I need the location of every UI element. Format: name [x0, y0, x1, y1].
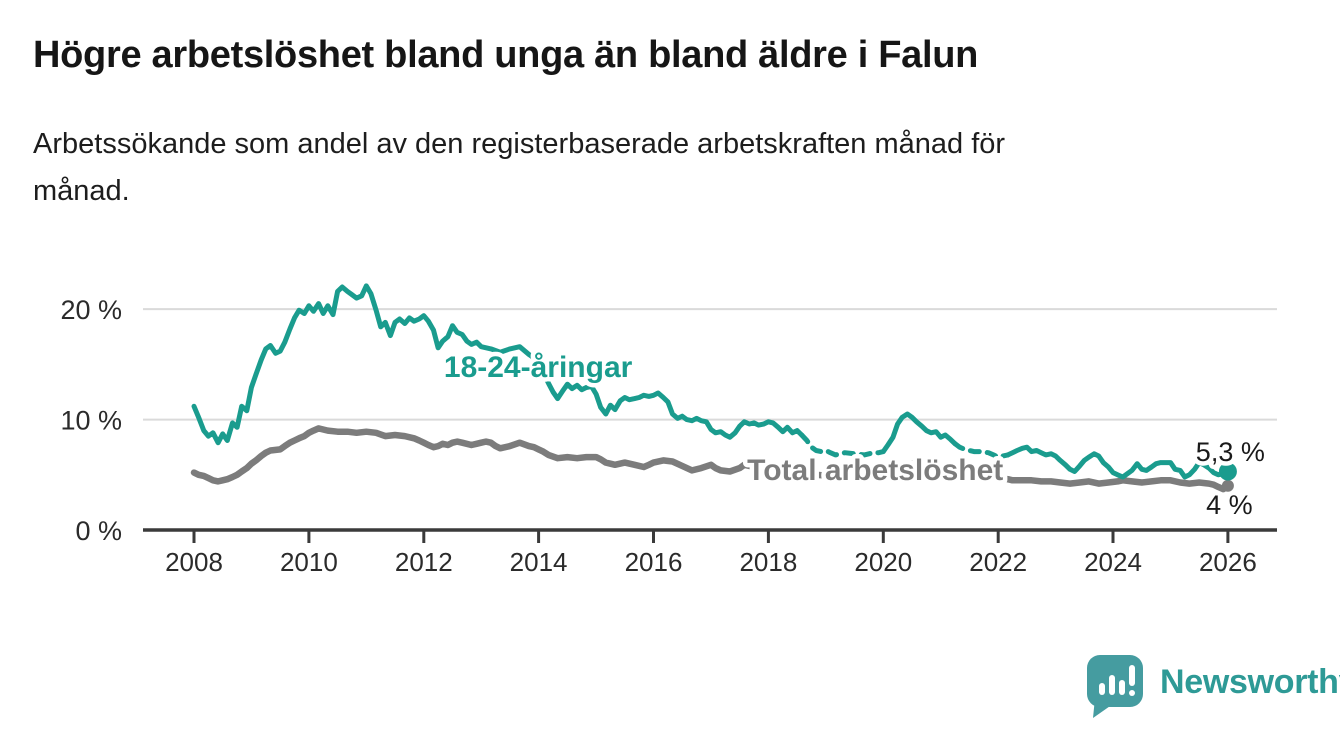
logo-bar-2 — [1109, 675, 1115, 695]
y-axis-tick-label: 0 % — [75, 516, 122, 546]
x-axis-tick-label: 2022 — [969, 547, 1027, 577]
newsworthy-logo-icon — [1087, 655, 1143, 718]
y-axis-tick-label: 10 % — [60, 406, 122, 436]
x-axis-tick-label: 2020 — [854, 547, 912, 577]
y-axis-tick-label: 20 % — [60, 295, 122, 325]
series-line-total-arbetsl-shet — [190, 425, 805, 485]
series-line-total-arbetsl-shet-dashed — [798, 470, 887, 481]
brand-name: Newsworthy — [1160, 663, 1340, 701]
chart-subtitle: Arbetssökande som andel av den registerb… — [33, 128, 1006, 207]
series-line-18-24-ringar-dashed — [952, 441, 1011, 460]
series-line-18-24-ringar — [191, 283, 805, 446]
series-label-youth: 18-24-åringar — [444, 351, 633, 384]
series-line-total-arbetsl-shet-dashed — [951, 469, 1012, 483]
series-end-dot — [1221, 479, 1234, 492]
logo-exclamation-bar — [1129, 665, 1135, 686]
x-axis-tick-label: 2012 — [395, 547, 453, 577]
series-line-18-24-ringar-dashed — [799, 432, 886, 458]
series-line-18-24-ringar — [1005, 444, 1231, 480]
page-title: Högre arbetslöshet bland unga än bland ä… — [33, 34, 979, 76]
end-value-label-youth: 5,3 % — [1196, 437, 1265, 467]
end-value-label-total: 4 % — [1206, 490, 1253, 520]
series-line-total-arbetsl-shet — [1004, 475, 1232, 493]
logo-exclamation-dot — [1129, 690, 1135, 696]
logo-bar-1 — [1099, 683, 1105, 695]
x-axis-tick-label: 2018 — [739, 547, 797, 577]
brand-footer: Newsworthy — [1086, 654, 1340, 722]
x-axis-tick-label: 2026 — [1199, 547, 1257, 577]
logo-bar-3 — [1119, 680, 1125, 695]
series-line-total-arbetsl-shet — [880, 460, 959, 477]
x-axis-tick-label: 2024 — [1084, 547, 1142, 577]
series-line-18-24-ringar — [880, 411, 958, 455]
logo-bubble-tail — [1093, 698, 1113, 718]
series-end-dot — [1218, 462, 1237, 481]
x-axis-tick-label: 2016 — [625, 547, 683, 577]
x-axis-tick-label: 2014 — [510, 547, 568, 577]
x-axis-tick-label: 2008 — [165, 547, 223, 577]
series-label-total: Total arbetslöshet — [747, 454, 1003, 487]
x-axis-tick-label: 2010 — [280, 547, 338, 577]
